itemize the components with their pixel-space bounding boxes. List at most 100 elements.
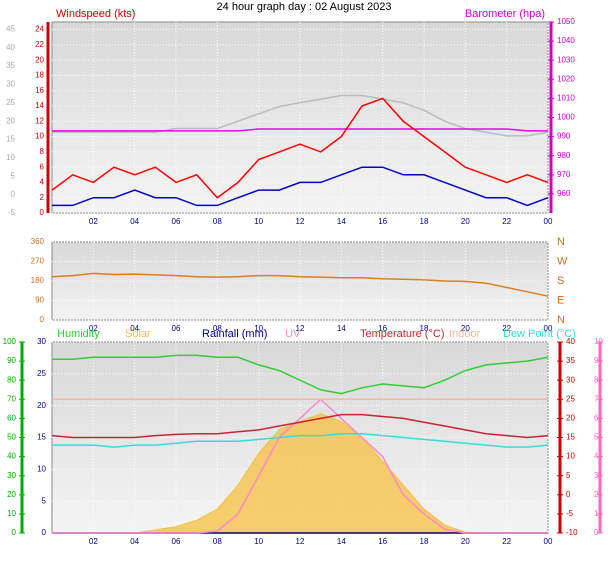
y-tick-label: 16: [35, 86, 44, 95]
axis-label: Barometer (hpa): [465, 8, 545, 20]
y-tick-label: 45: [6, 24, 15, 33]
y-tick-label: 4: [594, 452, 599, 461]
y-tick-label: 24: [35, 25, 44, 34]
legend-label: Humidity: [57, 328, 100, 340]
y-tick-label: 10: [7, 509, 16, 518]
y-tick-label: 10: [37, 464, 46, 473]
x-tick-label: 04: [130, 217, 139, 226]
line: [51, 97, 549, 199]
axis-label: Windspeed (kts): [56, 8, 135, 20]
y-tick-label: 40: [566, 337, 575, 346]
y-tick-label: 35: [566, 356, 575, 365]
y-tick-label: 5: [594, 433, 599, 442]
y-tick-label: 1000: [557, 113, 575, 122]
y-tick-label: 40: [6, 43, 15, 52]
x-tick-label: 04: [130, 324, 139, 333]
line: [52, 166, 549, 207]
y-tick-label: 18: [35, 71, 44, 80]
legend-label: Indoor: [449, 328, 481, 340]
x-tick-label: 20: [461, 537, 470, 546]
y-tick-label: 270: [31, 257, 45, 266]
line: [52, 398, 548, 534]
y-tick-label: 4: [40, 178, 45, 187]
y-tick-label: 15: [566, 433, 575, 442]
y-tick-label: N: [557, 236, 565, 248]
legend-label: Dew Point (°C): [503, 328, 576, 340]
y-tick-label: 8: [594, 375, 599, 384]
y-tick-label: E: [557, 294, 564, 306]
y-tick-label: 9: [594, 356, 599, 365]
x-tick-label: 16: [378, 217, 387, 226]
y-tick-label: 2: [40, 193, 45, 202]
y-tick-label: 0: [40, 208, 45, 217]
y-tick-label: 1010: [557, 94, 575, 103]
y-tick-label: 60: [7, 414, 16, 423]
y-tick-label: 90: [35, 296, 44, 305]
line: [52, 128, 548, 132]
y-tick-label: 2: [594, 490, 599, 499]
y-tick-label: 20: [7, 490, 16, 499]
y-tick-label: 8: [40, 147, 45, 156]
y-tick-label: 0: [42, 528, 47, 537]
x-tick-label: 08: [213, 217, 222, 226]
y-tick-label: 25: [566, 394, 575, 403]
y-tick-label: 100: [3, 337, 17, 346]
line: [52, 432, 549, 448]
line: [51, 413, 549, 439]
y-tick-label: 970: [557, 170, 571, 179]
y-tick-label: 30: [566, 375, 575, 384]
x-tick-label: 22: [502, 537, 511, 546]
y-tick-label: 1: [594, 509, 599, 518]
x-tick-label: 18: [420, 324, 429, 333]
x-tick-label: 12: [296, 324, 305, 333]
y-tick-label: 25: [37, 369, 46, 378]
y-tick-label: 980: [557, 151, 571, 160]
x-tick-label: 10: [254, 217, 263, 226]
y-tick-label: 20: [37, 401, 46, 410]
x-tick-label: 12: [296, 217, 305, 226]
line: [52, 354, 549, 395]
x-tick-label: 20: [461, 324, 470, 333]
y-tick-label: 30: [37, 337, 46, 346]
x-tick-label: 22: [502, 217, 511, 226]
legend-label: Solar: [125, 328, 151, 340]
y-tick-label: 990: [557, 132, 571, 141]
y-tick-label: 5: [566, 471, 571, 480]
x-tick-label: 00: [544, 217, 553, 226]
y-tick-label: 960: [557, 189, 571, 198]
y-tick-label: 12: [35, 116, 44, 125]
y-tick-label: 180: [31, 276, 45, 285]
y-tick-label: 6: [594, 414, 599, 423]
y-tick-label: 25: [6, 98, 15, 107]
x-tick-label: 02: [89, 537, 98, 546]
y-tick-label: 7: [594, 394, 599, 403]
y-tick-label: 3: [594, 471, 599, 480]
y-tick-label: 70: [7, 394, 16, 403]
x-tick-label: 04: [130, 537, 139, 546]
x-tick-label: 06: [172, 217, 181, 226]
y-tick-label: 40: [7, 452, 16, 461]
y-tick-label: 20: [6, 116, 15, 125]
x-tick-label: 02: [89, 217, 98, 226]
x-tick-label: 08: [213, 324, 222, 333]
x-tick-label: 18: [420, 537, 429, 546]
y-tick-label: -10: [566, 528, 578, 537]
y-tick-label: S: [557, 275, 564, 287]
y-tick-label: 0: [566, 490, 571, 499]
line: [51, 272, 549, 297]
y-tick-label: 6: [40, 162, 45, 171]
x-tick-label: 16: [378, 324, 387, 333]
x-tick-label: 14: [337, 537, 346, 546]
x-tick-label: 12: [296, 537, 305, 546]
y-tick-label: 360: [31, 237, 45, 246]
x-tick-label: 02: [89, 324, 98, 333]
y-tick-label: 30: [6, 80, 15, 89]
x-tick-label: 06: [172, 324, 181, 333]
legend-label: Temperature (°C): [360, 328, 444, 340]
x-tick-label: 20: [461, 217, 470, 226]
y-tick-label: 15: [37, 433, 46, 442]
y-tick-label: 20: [35, 55, 44, 64]
y-tick-label: 90: [7, 356, 16, 365]
y-tick-label: 0: [11, 190, 16, 199]
y-tick-label: 10: [6, 153, 15, 162]
